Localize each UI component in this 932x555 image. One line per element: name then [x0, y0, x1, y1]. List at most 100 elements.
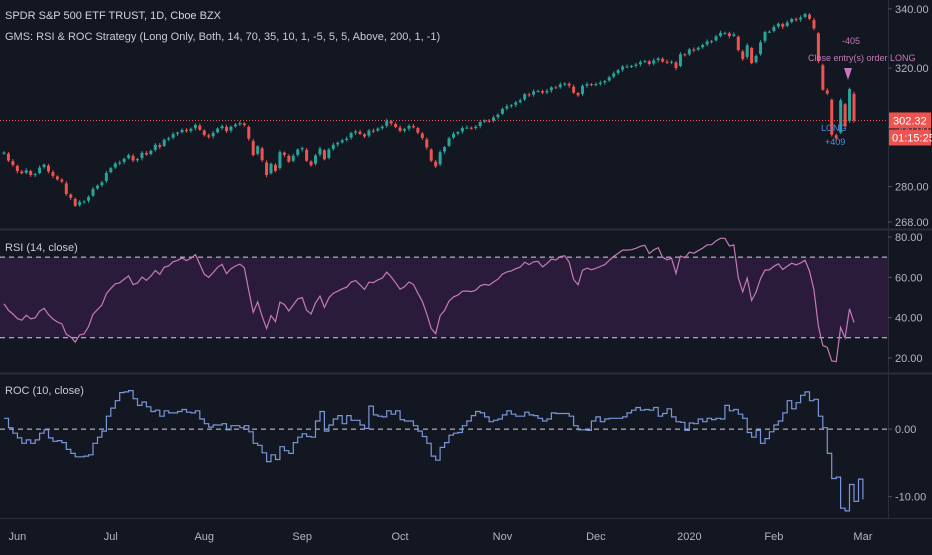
candle-body	[652, 60, 656, 64]
candle	[536, 89, 540, 93]
candle	[425, 137, 429, 150]
candle	[518, 98, 522, 104]
candle-body	[416, 128, 420, 133]
candle	[759, 40, 763, 56]
candle	[331, 142, 335, 151]
candle-body	[385, 120, 389, 126]
candle-body	[176, 132, 180, 134]
candle-body	[376, 128, 380, 131]
candle	[799, 15, 803, 22]
candle	[136, 157, 140, 163]
candle	[754, 54, 758, 64]
candle	[15, 164, 19, 174]
candle	[812, 18, 816, 31]
price-tick-label: 340.00	[895, 4, 929, 16]
candle-body	[821, 65, 825, 90]
candle-body	[625, 66, 629, 68]
candle-body	[785, 22, 789, 27]
candle	[225, 124, 229, 134]
candle	[158, 143, 162, 150]
candle-body	[616, 70, 620, 73]
candle-body	[2, 152, 6, 154]
candle-body	[362, 134, 366, 137]
candle	[416, 126, 420, 135]
candle-body	[193, 124, 197, 129]
candle	[127, 153, 131, 160]
candle	[327, 147, 331, 160]
candle	[38, 165, 42, 175]
main-pane: 340.00320.00300.00280.00268.00302.3201:1…	[0, 4, 932, 229]
rsi-legend: RSI (14, close)	[5, 242, 78, 254]
price-tick-label: 280.00	[895, 182, 929, 194]
candle-body	[305, 149, 309, 161]
candle-body	[296, 149, 300, 155]
price-tick-label: 320.00	[895, 63, 929, 75]
candle-body	[545, 90, 549, 93]
candle-body	[759, 42, 763, 54]
candle	[233, 123, 237, 128]
candle-body	[474, 126, 478, 128]
candle-body	[487, 120, 491, 122]
candle	[318, 146, 322, 157]
candle-body	[398, 127, 402, 131]
candle	[701, 43, 705, 49]
candle	[376, 127, 380, 132]
candle-body	[225, 126, 229, 132]
candle	[29, 169, 33, 177]
candle-body	[696, 47, 700, 50]
candle-body	[772, 26, 776, 31]
candle	[216, 127, 220, 134]
candle-body	[705, 41, 709, 45]
candle-body	[830, 99, 834, 135]
candle	[474, 125, 478, 130]
roc-tick-label: 0.00	[895, 424, 916, 436]
candle-body	[456, 132, 460, 134]
candle-body	[670, 61, 674, 63]
candle-body	[327, 149, 331, 158]
candle	[612, 71, 616, 79]
candle	[278, 150, 282, 170]
last-price-label: 302.32	[893, 115, 927, 127]
candle-body	[118, 162, 122, 164]
candle	[825, 88, 829, 96]
candle	[607, 75, 611, 82]
time-axis-label: Aug	[194, 531, 214, 543]
candle-body	[843, 104, 847, 127]
candle	[429, 148, 433, 162]
candle	[469, 126, 473, 130]
time-axis-label: Mar	[853, 531, 872, 543]
candle	[741, 49, 745, 61]
candle-body	[732, 34, 736, 36]
candle	[73, 197, 77, 207]
candle-body	[216, 128, 220, 133]
candle-body	[465, 127, 469, 129]
time-axis-label: Jul	[104, 531, 118, 543]
candle	[616, 68, 620, 75]
candle-body	[180, 129, 184, 133]
candle	[807, 12, 811, 21]
candle-body	[549, 87, 553, 91]
candle-body	[612, 73, 616, 77]
candle	[638, 60, 642, 67]
candle	[465, 125, 469, 130]
candle	[354, 129, 358, 135]
candle	[540, 89, 544, 95]
candle	[816, 32, 820, 64]
candle-body	[469, 127, 473, 129]
exit-arrow	[844, 68, 852, 80]
candle	[803, 12, 807, 19]
candle	[403, 127, 407, 133]
candle-body	[523, 94, 527, 100]
candle	[407, 124, 411, 131]
candle	[256, 145, 260, 156]
candle	[830, 98, 834, 137]
candle-body	[24, 170, 28, 173]
candle	[220, 124, 224, 130]
candle-body	[496, 114, 500, 118]
candle	[594, 82, 598, 87]
candle	[55, 175, 59, 181]
candle	[251, 138, 255, 157]
candle-body	[131, 155, 135, 161]
